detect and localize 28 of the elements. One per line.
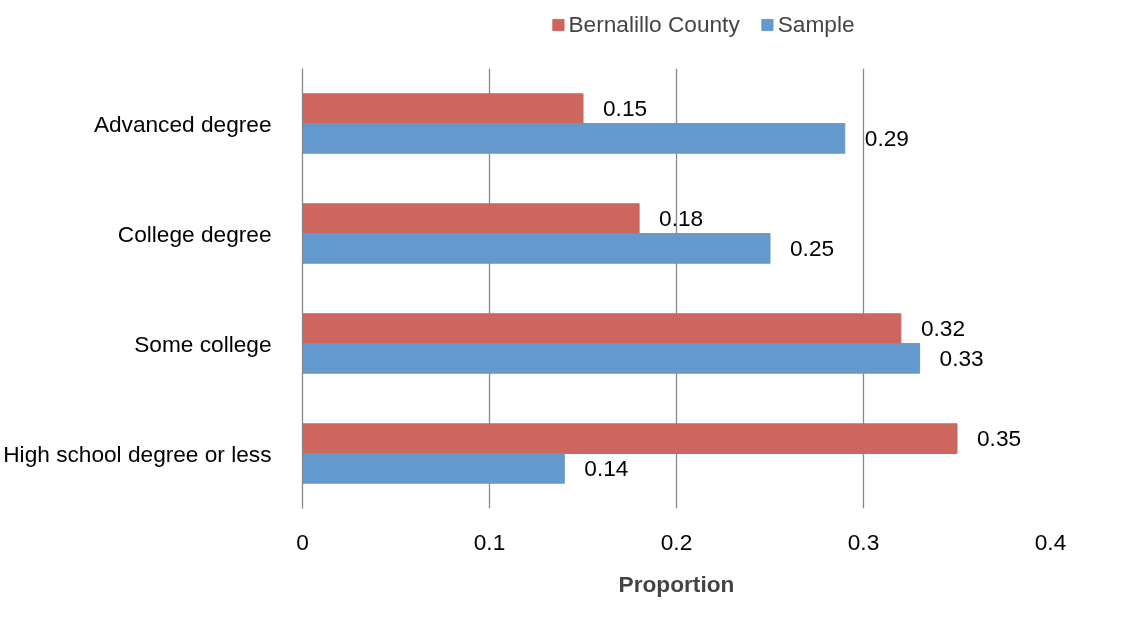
data-label: 0.15	[603, 95, 648, 122]
x-tick-label: 0.2	[660, 528, 693, 555]
x-axis-title: Proportion	[618, 570, 735, 597]
bar	[302, 93, 584, 124]
bar	[302, 313, 902, 344]
y-tick-label: High school degree or less	[3, 440, 272, 467]
bar	[302, 203, 640, 234]
y-tick-label: Some college	[134, 330, 272, 357]
data-label: 0.32	[920, 315, 966, 342]
y-tick-label: Advanced degree	[93, 110, 272, 137]
legend-label: Sample	[777, 10, 855, 38]
x-tick-label: 0.1	[473, 528, 506, 555]
data-label: 0.29	[864, 124, 909, 151]
data-label: 0.18	[659, 205, 704, 232]
data-label: 0.33	[939, 344, 984, 371]
y-tick-label: College degree	[117, 220, 272, 247]
bar	[302, 423, 958, 454]
bar	[302, 123, 846, 154]
x-tick-label: 0.4	[1034, 528, 1067, 555]
bar	[302, 453, 565, 484]
data-label: 0.25	[790, 234, 835, 261]
data-label: 0.35	[977, 425, 1022, 452]
bar	[302, 233, 771, 264]
legend-label: Bernalillo County	[568, 10, 740, 38]
x-tick-label: 0	[296, 528, 309, 555]
x-tick-label: 0.3	[847, 528, 880, 555]
data-label: 0.14	[584, 454, 629, 481]
bar	[302, 343, 921, 374]
